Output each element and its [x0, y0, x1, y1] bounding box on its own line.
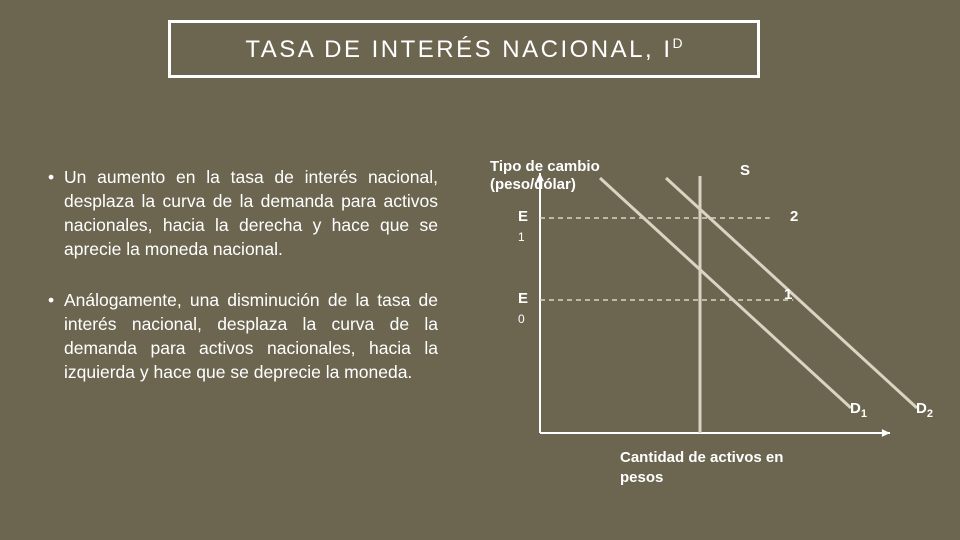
E0-label: E — [518, 290, 528, 307]
E1-label: E — [518, 208, 528, 225]
title-sup: D — [673, 35, 683, 51]
yaxis-label-line1: Tipo de cambio — [490, 158, 600, 175]
D2-label: D2 — [916, 400, 933, 420]
supply-demand-chart: Tipo de cambio (peso/dólar) E 1 E 0 S 2 … — [480, 158, 940, 498]
E1-sub: 1 — [518, 230, 525, 244]
page-title: TASA DE INTERÉS NACIONAL, ID — [245, 35, 682, 64]
E0-sub: 0 — [518, 312, 525, 326]
pt2-label: 2 — [790, 208, 798, 225]
S-label: S — [740, 162, 750, 179]
bullet-item: Un aumento en la tasa de interés naciona… — [48, 165, 438, 262]
bullet-list: Un aumento en la tasa de interés naciona… — [48, 165, 438, 410]
pt1-label: 1 — [784, 286, 792, 303]
chart-svg — [480, 158, 940, 498]
yaxis-label-line2: (peso/dólar) — [490, 176, 576, 193]
xaxis-label: Cantidad de activos en pesos — [620, 448, 830, 487]
bullet-item: Análogamente, una disminución de la tasa… — [48, 288, 438, 385]
D1-label: D1 — [850, 400, 867, 420]
title-frame: TASA DE INTERÉS NACIONAL, ID — [168, 20, 760, 78]
title-main: TASA DE INTERÉS NACIONAL, I — [245, 36, 672, 63]
